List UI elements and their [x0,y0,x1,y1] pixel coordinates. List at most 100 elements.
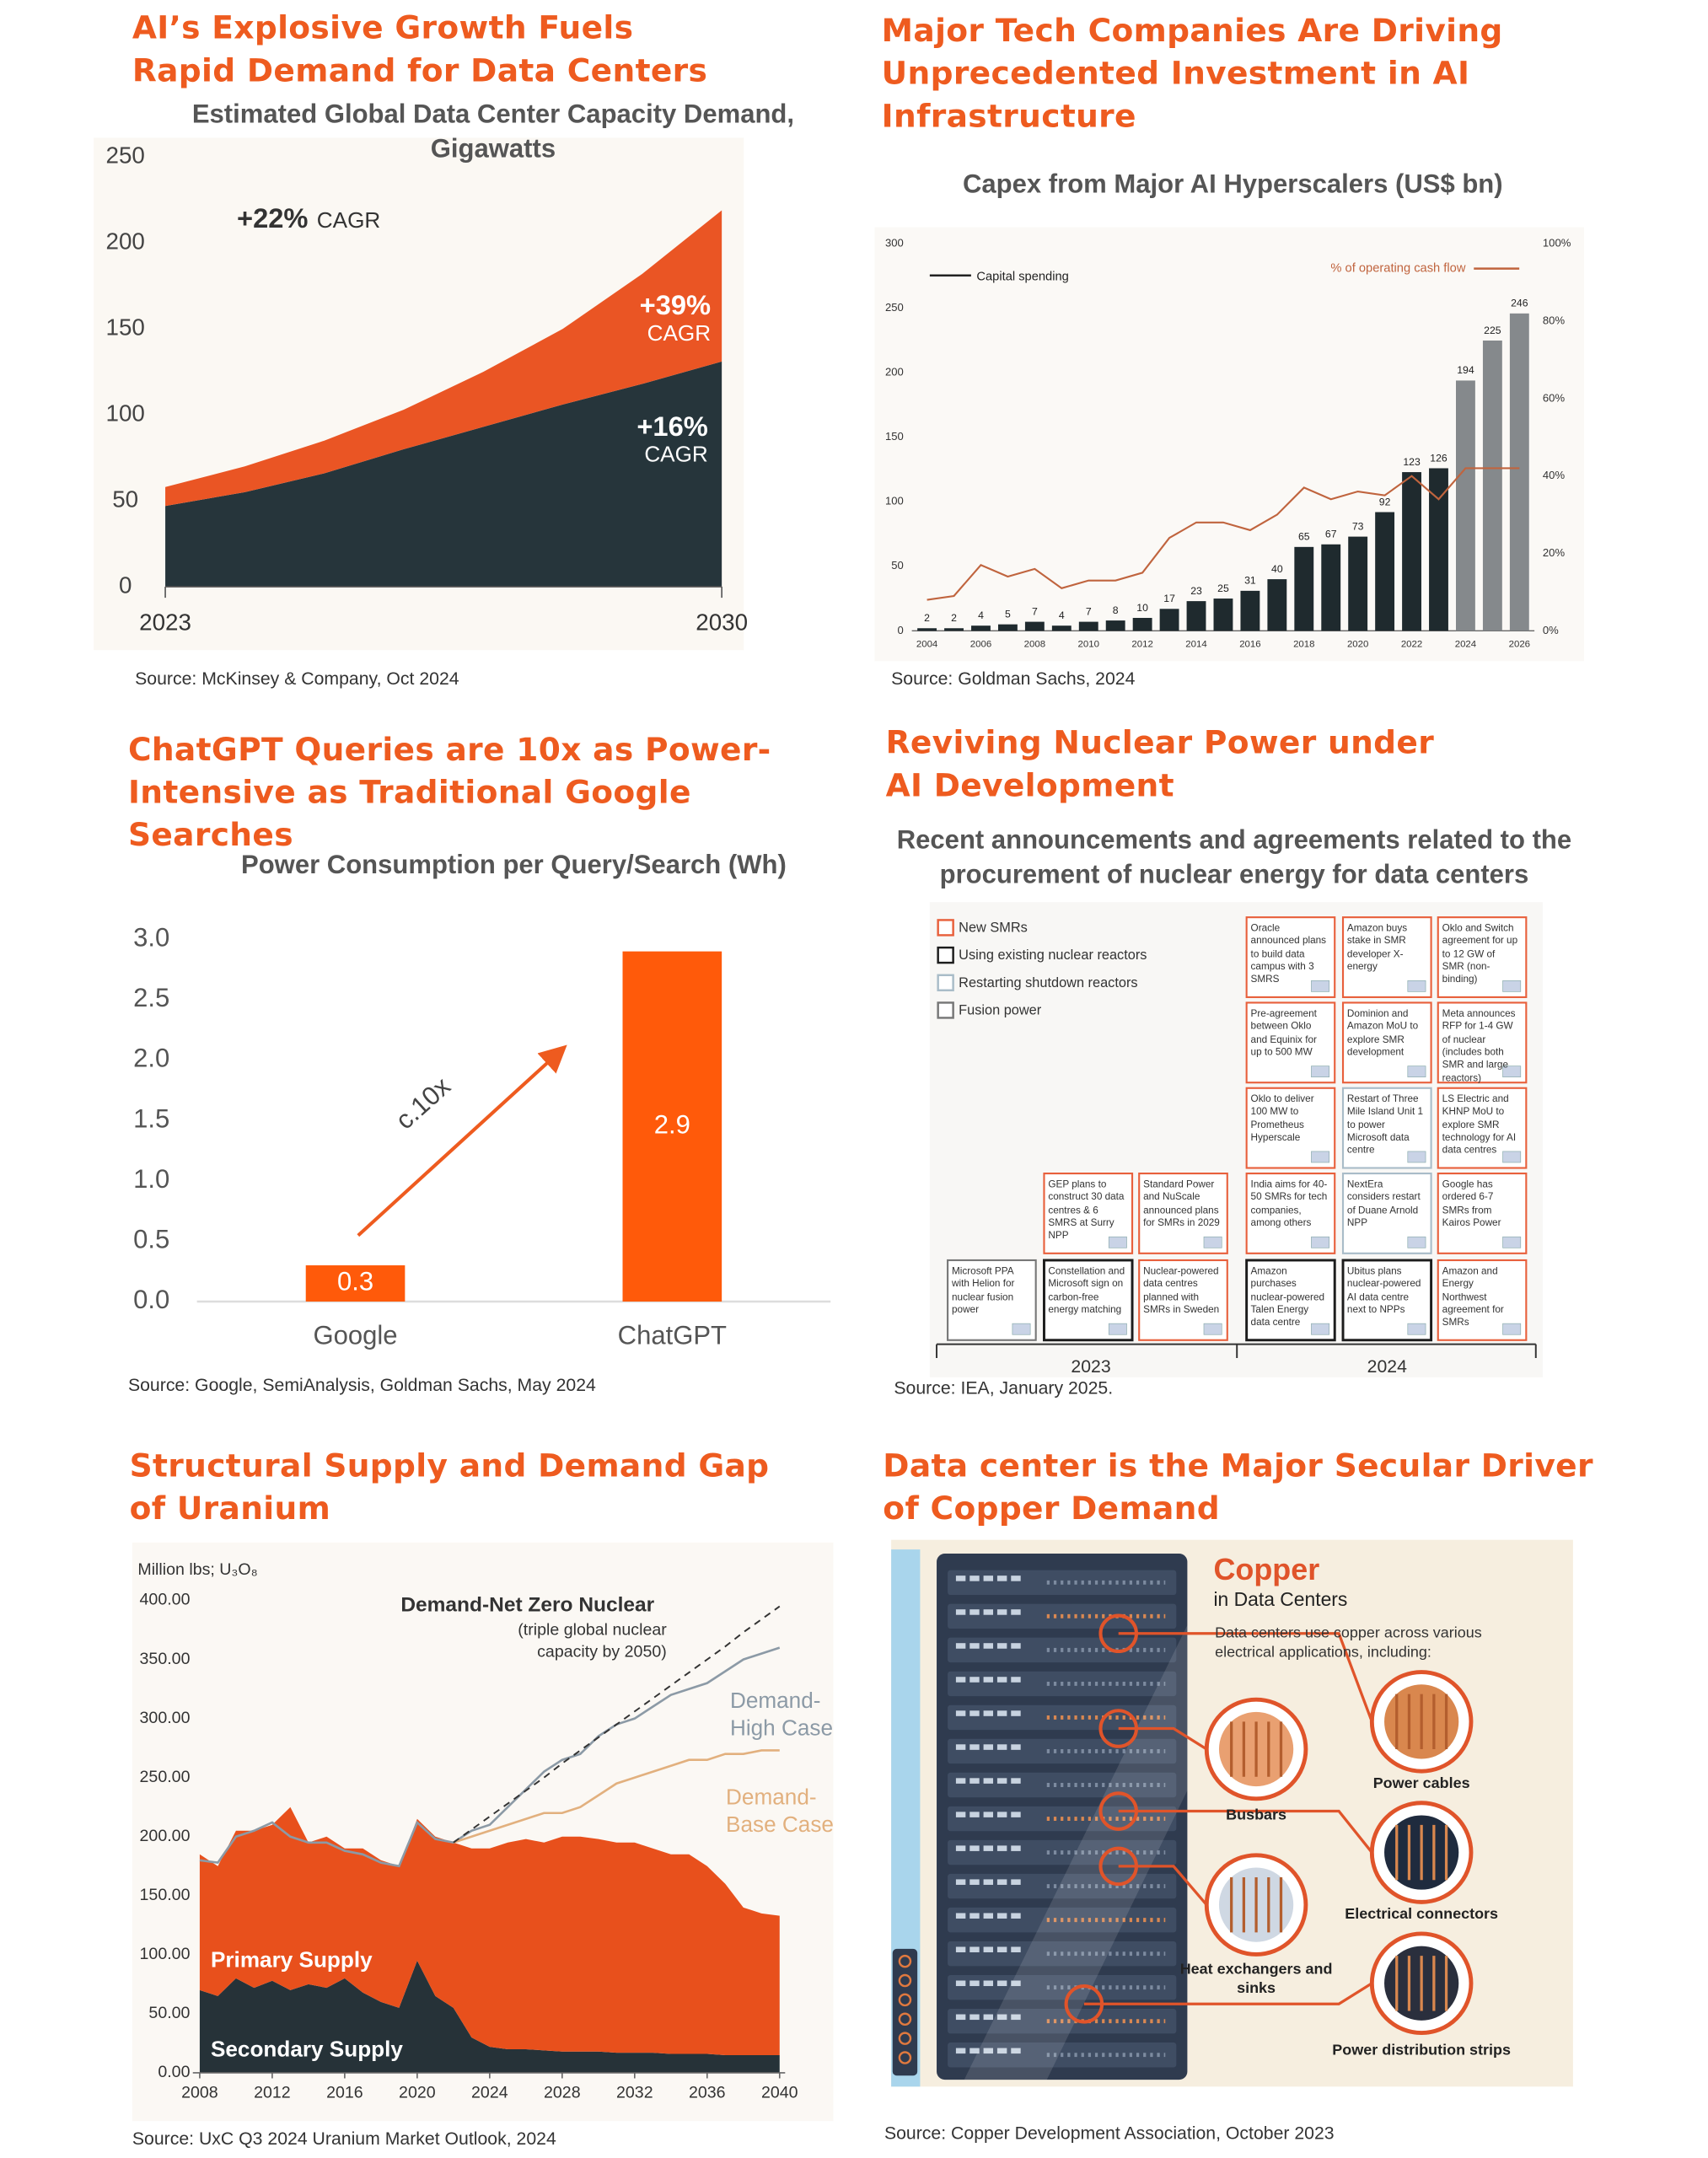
bar [1402,472,1421,631]
server-slot [996,1879,1007,1885]
flag [1311,1323,1330,1335]
value-label: 194 [1457,364,1474,376]
announcement-text: Oklo to deliver 100 MW to Prometheus Hyp… [1250,1092,1314,1144]
server-slot [996,1710,1007,1716]
server-slot [996,2014,1007,2021]
server-slot [1011,1710,1021,1716]
y2-tick-label: 100% [1543,237,1571,250]
hotspot [1098,1709,1138,1748]
application-label: Heat exchangers and sinks [1179,1961,1333,1998]
x-tick-label: 2012 [254,2084,291,2102]
server-slot [955,1643,966,1649]
series-note: (triple global nuclear capacity by 2050) [518,1619,667,1661]
server-slot [983,1879,994,1885]
value-label: 0.3 [337,1267,373,1296]
bar [1240,590,1260,631]
value-label: 23 [1190,585,1202,597]
panel-dot [898,2051,912,2064]
x-tick-label: 2028 [544,2084,581,2102]
flag [1502,1066,1522,1078]
x-tick-label: 2010 [1078,640,1099,650]
series-label: Secondary Supply [211,2037,403,2062]
x-tick-label: 2026 [1509,640,1530,650]
value-label: 126 [1430,452,1448,464]
flag [1311,980,1330,992]
panel-title: Reviving Nuclear Power under AI Developm… [885,726,1435,805]
announcement-box [1245,1001,1336,1084]
server-slot [955,1576,966,1581]
server-slot [996,1576,1007,1581]
server-slot [969,1845,980,1851]
x-tick-label: 2004 [916,640,938,650]
area [165,361,722,588]
server-slot [1011,1845,1021,1851]
server-slot [1011,1980,1021,1987]
flag [1012,1323,1031,1335]
y2-tick-label: 20% [1543,546,1566,559]
bar [1348,536,1368,631]
x-tick-label: 2020 [399,2084,436,2102]
server-slot [955,1879,966,1885]
server-slot [955,1980,966,1987]
y2-tick-label: 80% [1543,314,1566,326]
server-slot [983,1576,994,1581]
y-tick-label: 200 [885,366,904,378]
value-label: 31 [1244,575,1256,587]
announcement-box [1245,916,1336,998]
area [165,210,722,507]
bar [1213,599,1233,631]
arrow [357,1044,567,1237]
legend-swatch [937,946,954,964]
flag [1108,1323,1127,1335]
bar [622,951,722,1302]
bar [1024,621,1045,631]
server-slot [996,1812,1007,1817]
bar [1078,621,1098,631]
annotation: CAGR [647,320,711,346]
flag [1502,1151,1522,1163]
value-label: 123 [1403,456,1421,468]
bar [1482,340,1502,631]
y2-tick-label: 40% [1543,469,1566,481]
server-slot [983,1609,994,1615]
bar [1132,618,1152,631]
value-label: 40 [1271,563,1283,575]
series-label: Demand-Net Zero Nuclear [400,1594,654,1617]
announcement-text: Dominion and Amazon MoU to explore SMR d… [1346,1007,1419,1058]
chart-subtitle: Power Consumption per Query/Search (Wh) [241,851,787,881]
server-slot [1011,1812,1021,1817]
panel-bg [874,227,1584,662]
hotspot [1098,1846,1138,1887]
server-slot [969,1744,980,1750]
server-slot [996,1609,1007,1615]
y-axis-label: Million lbs; U₃O₈ [137,1560,257,1579]
value-label: 4 [1059,609,1065,621]
server-slot [955,1845,966,1851]
y-tick-label: 150.00 [140,1886,191,1904]
x-tick-label: 2018 [1293,640,1314,650]
panel-dot [898,2012,912,2026]
flag [1311,1066,1330,1078]
y-tick-label: 400.00 [140,1591,191,1609]
value-label: 92 [1379,496,1391,507]
server-slot [969,1710,980,1716]
bar [1294,546,1314,631]
copper-heading: Copper [1213,1552,1320,1587]
value-label: 2 [951,612,957,624]
server-slot [969,1576,980,1581]
announcement-text: Oklo and Switch agreement for up to 12 G… [1442,921,1518,985]
year-label: 2024 [1367,1356,1407,1377]
server-slot [955,1744,966,1750]
y-tick-label: 200 [106,228,145,255]
server-slot [969,1812,980,1817]
server-slot [969,2014,980,2021]
y-tick-label: 150 [885,430,904,443]
x-tick-label: 2032 [616,2084,653,2102]
value-label: 73 [1352,520,1364,532]
legend-label: Fusion power [959,1003,1042,1018]
server-slot [1011,1913,1021,1919]
y2-tick-label: 0% [1543,624,1559,636]
x-tick-label: 2030 [696,609,748,635]
x-tick-label: 2024 [1455,640,1477,650]
server-slot [955,2048,966,2054]
